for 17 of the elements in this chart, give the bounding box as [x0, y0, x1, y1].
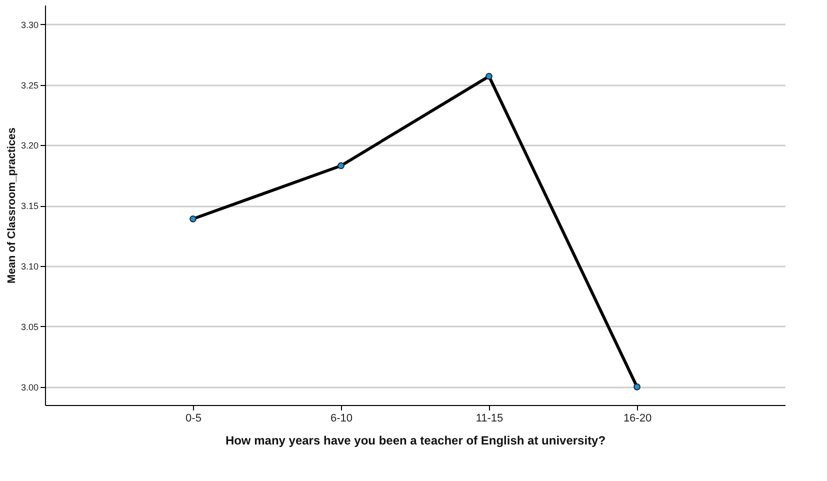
x-axis-title: How many years have you been a teacher of English at university? — [225, 434, 606, 448]
point — [190, 215, 196, 222]
y-tick-label: 3.15 — [20, 201, 38, 212]
y-tick-label: 3.10 — [20, 262, 38, 272]
y-axis-title: Mean of Classroom_practices — [6, 128, 18, 284]
x-tick-label: 11-15 — [476, 412, 504, 424]
point — [634, 383, 640, 390]
y-tick-label: 3.05 — [20, 322, 38, 332]
x-tick-label: 0-5 — [186, 412, 202, 424]
y-tick-label: 3.25 — [20, 80, 38, 90]
point — [486, 72, 492, 80]
x-tick-label: 6-10 — [330, 412, 353, 424]
point — [338, 162, 344, 170]
y-tick-label: 3.30 — [20, 20, 38, 30]
x-tick-label: 16-20 — [623, 412, 652, 424]
y-tick-label: 3.20 — [20, 140, 38, 151]
y-tick-label: 3.00 — [20, 382, 38, 392]
